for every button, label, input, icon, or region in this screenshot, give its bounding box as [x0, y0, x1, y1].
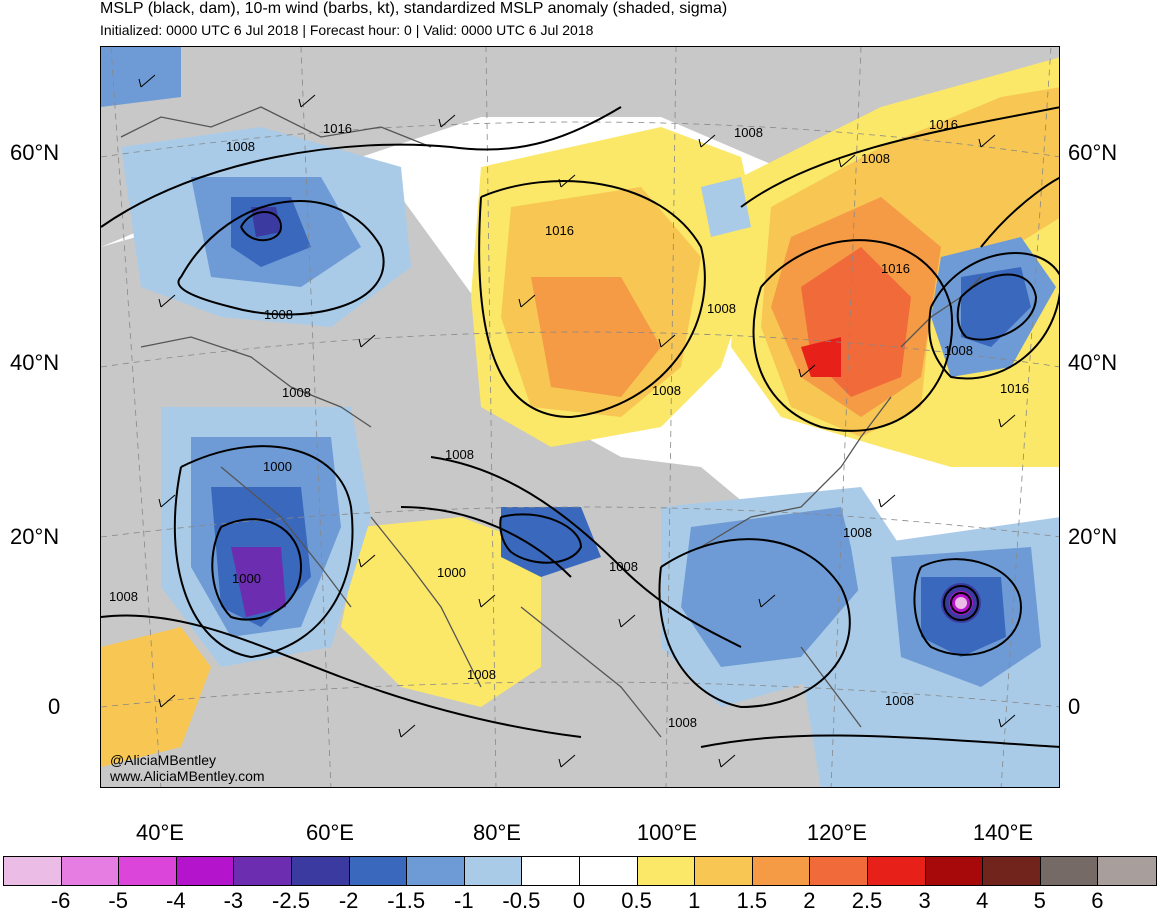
colorbar-swatch: [119, 857, 177, 885]
map-title: MSLP (black, dam), 10-m wind (barbs, kt)…: [100, 0, 728, 17]
colorbar-tick-label: 3: [918, 888, 931, 913]
colorbar-swatch: [695, 857, 753, 885]
colorbar-swatch: [349, 857, 408, 885]
isobar-labels: 1016 1008 1016 1008 1008 1016 1016 1008 …: [109, 117, 1029, 730]
colorbar-swatch: [407, 857, 465, 885]
colorbar-tick-label: 1: [688, 888, 701, 913]
isobar-label: 1008: [109, 589, 138, 604]
isobar-label: 1016: [1000, 381, 1029, 396]
anomaly-negative-siberia: [701, 177, 751, 237]
anomaly-positive-east-peak: [801, 337, 841, 377]
colorbar-tick-label: 4: [976, 888, 989, 913]
colorbar-tick-label: 0: [572, 888, 586, 913]
colorbar-tick-label: -1.5: [387, 888, 426, 913]
colorbar-swatch: [867, 857, 926, 885]
colorbar-swatch: [1040, 857, 1099, 885]
lat-label-left: 0: [48, 694, 61, 719]
coastlines: [120, 106, 982, 738]
lon-label: 80°E: [473, 820, 521, 845]
anomaly-negative-southeast-asia-inner: [681, 507, 861, 667]
isobar-label: 1016: [929, 117, 958, 132]
anomaly-positive-africa: [101, 627, 211, 767]
isobar-label: 1008: [609, 559, 638, 574]
isobar-label: 1016: [323, 121, 352, 136]
lat-label-right: 0: [1068, 694, 1081, 719]
map-subtitle: Initialized: 0000 UTC 6 Jul 2018 | Forec…: [100, 22, 594, 38]
lon-label: 60°E: [306, 820, 354, 845]
colorbar-swatch: [637, 857, 696, 885]
isobar-label: 1008: [707, 301, 736, 316]
colorbar-tick-label: -1: [454, 888, 474, 913]
colorbar-tick-label: -5: [108, 888, 128, 913]
colorbar-swatch: [983, 857, 1041, 885]
lat-label-left: 60°N: [10, 140, 60, 165]
isobar-label: 1008: [226, 139, 255, 154]
anomaly-colorbar: [3, 856, 1157, 886]
isobars: [101, 106, 1059, 748]
colorbar-tick-label: 5: [1033, 888, 1046, 913]
anomaly-positive-central-core: [531, 277, 661, 397]
isobar-label: 1008: [861, 151, 890, 166]
colorbar-swatch: [1098, 857, 1156, 885]
colorbar-swatch: [291, 857, 350, 885]
colorbar-swatch: [464, 857, 523, 885]
anomaly-positive-india: [341, 517, 541, 707]
colorbar-swatch: [925, 857, 984, 885]
isobar-label: 1000: [437, 565, 466, 580]
lat-label-right: 60°N: [1068, 140, 1118, 165]
isobar-label: 1008: [652, 383, 681, 398]
anomaly-negative-arabia-peak: [231, 547, 286, 617]
colorbar-tick-label: 2: [803, 888, 816, 913]
isobar-label: 1000: [263, 459, 292, 474]
colorbar-swatch: [522, 857, 580, 885]
map-panel: 1016 1008 1016 1008 1008 1016 1016 1008 …: [100, 46, 1060, 788]
colorbar-tick-label: -2: [338, 888, 359, 913]
isobar-label: 1016: [545, 223, 574, 238]
colorbar-swatch: [810, 857, 868, 885]
lon-label: 140°E: [972, 820, 1034, 845]
anomaly-negative-japan-core: [961, 267, 1031, 347]
credit-website: www.AliciaMBentley.com: [110, 768, 265, 784]
lon-label: 120°E: [806, 820, 868, 845]
colorbar-swatch: [4, 857, 62, 885]
isobar-label: 1008: [264, 307, 293, 322]
credit-handle: @AliciaMBentley: [110, 752, 217, 768]
colorbar-tick-label: -4: [166, 888, 186, 913]
lon-label: 40°E: [136, 820, 184, 845]
colorbar-swatch: [579, 857, 638, 885]
colorbar-tick-label: 1.5: [736, 888, 768, 913]
colorbar-tick-label: -2.5: [272, 888, 310, 913]
land-shade-north: [101, 47, 1059, 297]
colorbar-swatch: [752, 857, 811, 885]
colorbar-tick-label: -0.5: [502, 888, 541, 913]
lat-label-right: 40°N: [1068, 350, 1118, 375]
colorbar-swatch: [234, 857, 292, 885]
colorbar-swatch: [61, 857, 120, 885]
lat-label-right: 20°N: [1068, 524, 1118, 549]
anomaly-negative-typhoon-eye: [955, 597, 967, 609]
lat-label-left: 40°N: [10, 350, 60, 375]
isobar-label: 1016: [881, 261, 910, 276]
colorbar-tick-label: 2.5: [851, 888, 883, 913]
colorbar-tick-label: -3: [223, 888, 244, 913]
colorbar-tick-label: -6: [50, 888, 71, 913]
colorbar-tick-label: 6: [1091, 888, 1104, 913]
lon-label: 100°E: [636, 820, 698, 845]
isobar-label: 1008: [885, 693, 914, 708]
isobar-label: 1008: [734, 125, 763, 140]
isobar-label: 1008: [445, 447, 474, 462]
isobar-label: 1008: [944, 343, 973, 358]
isobar-label: 1008: [668, 715, 697, 730]
wind-barbs: [138, 74, 1016, 768]
lat-label-left: 20°N: [10, 524, 60, 549]
isobar-label: 1008: [282, 385, 311, 400]
isobar-label: 1008: [843, 525, 872, 540]
isobar-label: 1008: [467, 667, 496, 682]
colorbar-swatch: [176, 857, 235, 885]
isobar-label: 1000: [232, 571, 261, 586]
map-canvas: 1016 1008 1016 1008 1008 1016 1016 1008 …: [101, 47, 1059, 787]
anomaly-negative-northwest: [101, 47, 181, 107]
colorbar-tick-label: 0.5: [621, 888, 652, 913]
